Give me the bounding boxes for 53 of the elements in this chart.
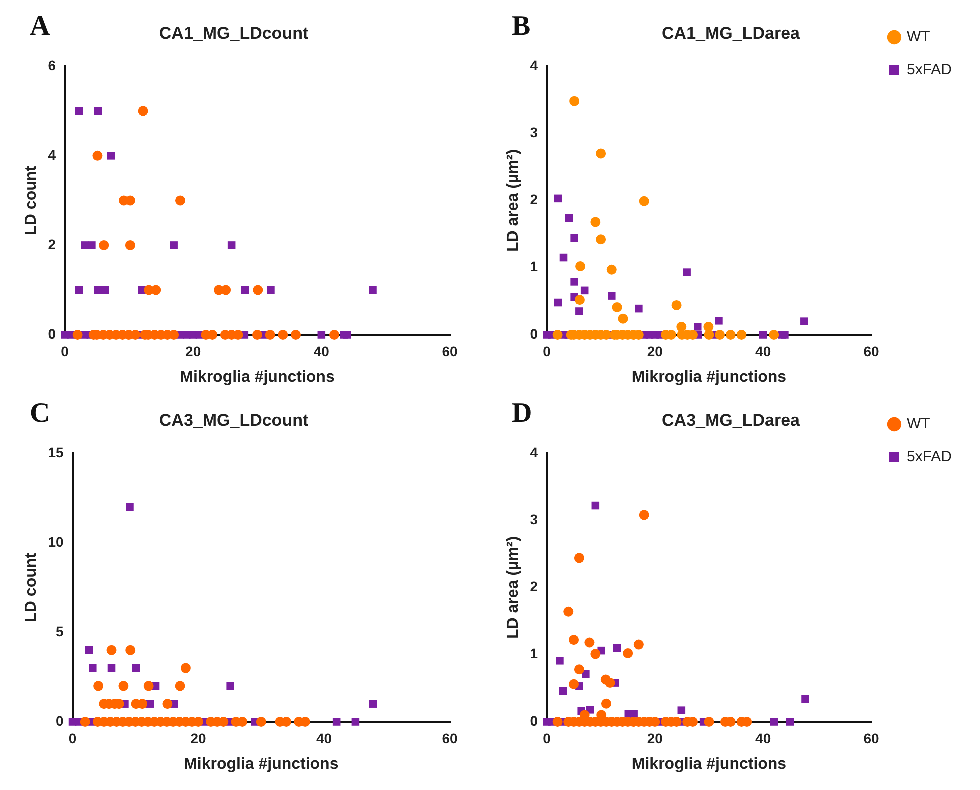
y-tick-label: 4	[48, 146, 56, 163]
text: A	[30, 11, 51, 42]
chart-title: CA1_MG_LDcount	[159, 24, 309, 43]
y-tick-label: 0	[530, 326, 538, 342]
y-tick-label: 0	[530, 712, 538, 729]
y-tick-label: 0	[56, 712, 64, 729]
x-tick-label: 0	[543, 343, 552, 360]
x-tick-label: 60	[442, 343, 458, 360]
y-tick-label: 2	[48, 236, 56, 252]
legend-label: WT	[906, 28, 930, 46]
text: D	[512, 398, 532, 430]
y-tick-label: 1	[530, 646, 538, 662]
x-tick-label: 0	[543, 730, 552, 746]
x-tick-label: 40	[756, 730, 772, 746]
y-tick-label: 5	[56, 623, 64, 640]
x-tick-label: 0	[68, 730, 77, 746]
x-tick-label: 20	[647, 730, 664, 746]
text: B	[512, 11, 531, 42]
legend-label: 5xFAD	[906, 448, 952, 466]
y-axis-title: LD count	[23, 165, 40, 236]
x-axis-title: Mikroglia #junctions	[180, 368, 335, 386]
x-tick-label: 20	[190, 730, 207, 746]
y-tick-label: 3	[530, 124, 538, 140]
x-axis-title: Mikroglia #junctions	[632, 368, 787, 386]
y-tick-label: 15	[48, 444, 64, 460]
y-tick-label: 6	[48, 57, 56, 74]
x-tick-label: 20	[186, 343, 202, 360]
text: C	[30, 398, 50, 430]
y-axis-title: LD count	[23, 552, 40, 622]
y-tick-label: 2	[530, 192, 538, 208]
x-tick-label: 40	[316, 730, 332, 746]
y-tick-label: 4	[530, 57, 538, 74]
y-tick-label: 0	[48, 326, 56, 342]
x-axis-title: Mikroglia #junctions	[632, 756, 787, 773]
chart-title: CA3_MG_LDarea	[662, 410, 801, 430]
x-axis-title: Mikroglia #junctions	[184, 756, 339, 773]
y-tick-label: 10	[48, 534, 64, 550]
chart-title: CA1_MG_LDarea	[662, 24, 801, 43]
x-tick-label: 20	[647, 343, 664, 360]
chart-title: CA3_MG_LDcount	[159, 410, 309, 430]
x-tick-label: 60	[442, 730, 458, 746]
x-tick-label: 40	[756, 343, 772, 360]
y-tick-label: 2	[530, 578, 538, 595]
y-tick-label: 3	[530, 511, 538, 528]
legend-label: WT	[906, 416, 930, 433]
y-axis-title: LD area (µm²)	[505, 149, 522, 252]
x-tick-label: 40	[314, 343, 330, 360]
y-tick-label: 1	[530, 258, 538, 275]
x-tick-label: 60	[864, 730, 880, 746]
y-tick-label: 4	[530, 444, 538, 460]
y-axis-title: LD area (µm²)	[505, 536, 522, 639]
legend-label: 5xFAD	[906, 62, 952, 79]
x-tick-label: 60	[864, 343, 880, 360]
